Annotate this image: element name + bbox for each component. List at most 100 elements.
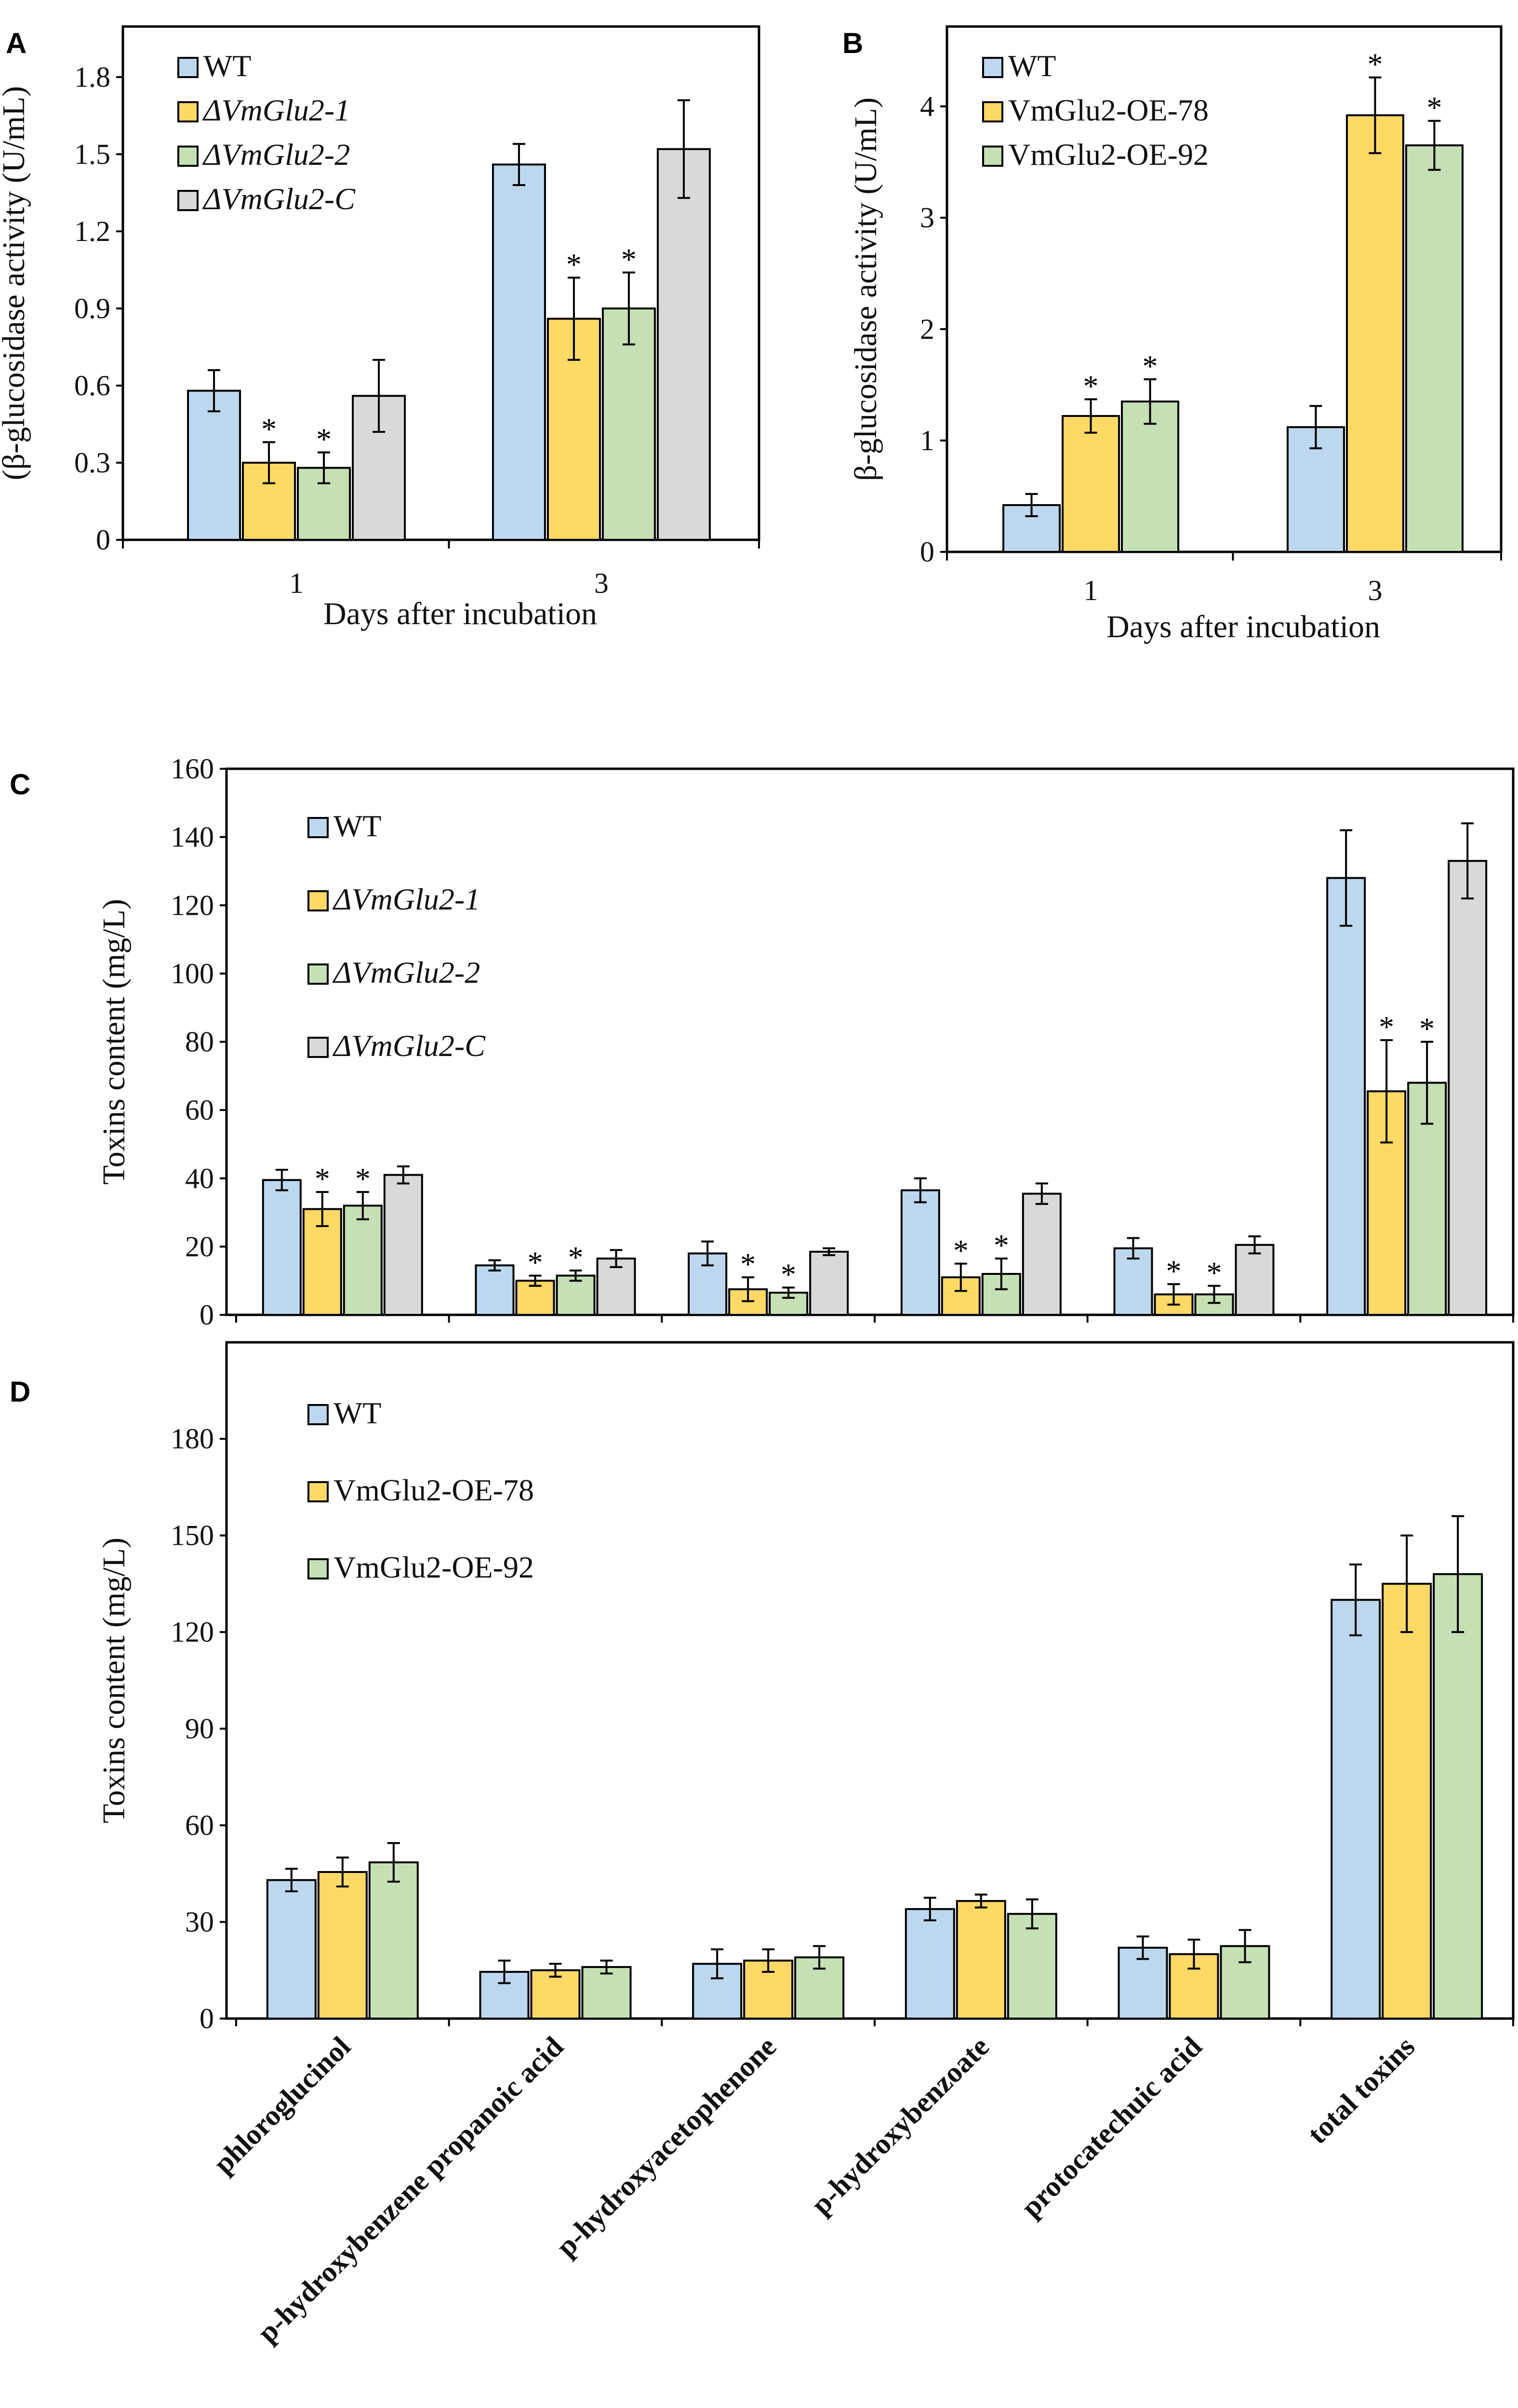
legend-swatch-c [307, 817, 329, 838]
significance-star-c: * [315, 1162, 330, 1196]
y-tick-label-a: 0.6 [74, 370, 110, 401]
legend-label-c-0: WT [333, 809, 382, 843]
legend-swatch-c [307, 1037, 329, 1058]
legend-label-c-2: ΔVmGlu2-2 [332, 955, 480, 990]
legend-swatch-b [982, 57, 1003, 78]
legend-swatch-b [982, 101, 1003, 122]
bar-b-vmglu2-oe-92-1 [1405, 144, 1464, 553]
y-tick-label-a: 0.9 [74, 293, 110, 324]
bar-d-vmglu2-oe-92-5 [1433, 1573, 1483, 2020]
bar-d-vmglu2-oe-92-3 [1007, 1913, 1057, 2020]
significance-star-a: * [621, 242, 637, 276]
significance-star-b: * [1367, 47, 1383, 81]
y-axis-title-a: (β-glucosidase activity (U/mL) [0, 86, 31, 480]
bar-a-wt-1 [492, 163, 546, 541]
legend-label-c-3: ΔVmGlu2-C [332, 1029, 486, 1063]
significance-star-c: * [1379, 1010, 1394, 1044]
significance-star-c: * [781, 1257, 796, 1291]
legend-label-a-0: WT [203, 49, 252, 83]
category-label-p-hydroxybenzoate: p-hydroxybenzoate [805, 2031, 995, 2221]
legend-label-c-1: ΔVmGlu2-1 [332, 882, 480, 916]
y-tick-label-c: 20 [185, 1231, 214, 1262]
bar-b-vmglu2-oe-78-0 [1062, 415, 1120, 553]
category-label-p-hydroxyacetophenone: p-hydroxyacetophenone [550, 2031, 782, 2263]
bar-a-wt-0 [187, 389, 241, 541]
y-tick-label-b: 2 [920, 313, 934, 345]
y-tick-label-a: 0.3 [74, 447, 110, 479]
significance-star-b: * [1083, 369, 1099, 403]
y-tick-label-d: 120 [171, 1616, 214, 1648]
y-tick-label-c: 120 [171, 889, 214, 921]
y-tick-label-a: 1.2 [74, 215, 110, 247]
bar-d-wt-0 [266, 1879, 317, 2020]
y-tick-label-c: 80 [185, 1026, 214, 1058]
panel-letter-a: A [6, 27, 27, 59]
bar-d-vmglu2-oe-92-0 [368, 1861, 419, 2020]
bar-d-vmglu2-oe-78-5 [1382, 1582, 1432, 2020]
legend-swatch-d [307, 1558, 329, 1579]
bar-d-wt-3 [905, 1908, 955, 2020]
significance-star-c: * [953, 1233, 969, 1268]
legend-swatch-c [307, 963, 329, 985]
y-tick-label-d: 150 [171, 1520, 214, 1552]
y-tick-label-c: 0 [200, 1299, 214, 1331]
bar-a-delta-vmglu2-1-0 [242, 462, 296, 541]
y-tick-label-b: 3 [920, 202, 934, 234]
significance-star-c: * [1166, 1254, 1182, 1288]
bar-d-wt-5 [1331, 1599, 1381, 2020]
legend-label-a-1: ΔVmGlu2-1 [202, 93, 350, 127]
legend-label-b-1: VmGlu2-OE-78 [1008, 93, 1209, 127]
y-tick-label-a: 1.5 [74, 138, 110, 170]
plot-frame-a [121, 25, 760, 541]
x-axis-title-a: Days after incubation [323, 596, 597, 631]
bar-c-wt-5 [1326, 877, 1366, 1316]
legend-label-b-0: WT [1008, 49, 1056, 83]
bar-c-delta-vmglu2-c-4 [1235, 1244, 1275, 1316]
y-tick-label-d: 0 [200, 2003, 214, 2034]
bar-d-vmglu2-oe-92-1 [581, 1966, 632, 2020]
y-tick-label-b: 1 [920, 425, 934, 456]
panel-letter-d: D [10, 1376, 30, 1408]
bar-c-delta-vmglu2-2-0 [343, 1204, 383, 1316]
x-tick-label-b: 3 [1368, 575, 1382, 606]
legend-swatch-d [307, 1481, 329, 1502]
bar-d-vmglu2-oe-78-1 [530, 1969, 581, 2020]
legend-swatch-a [177, 190, 199, 211]
legend-swatch-c [307, 890, 329, 911]
bar-c-delta-vmglu2-c-0 [383, 1174, 423, 1316]
significance-star-b: * [1426, 91, 1442, 125]
legend-label-a-2: ΔVmGlu2-2 [202, 137, 350, 172]
legend-label-d-1: VmGlu2-OE-78 [333, 1473, 534, 1507]
bar-c-delta-vmglu2-2-1 [556, 1274, 596, 1316]
significance-star-c: * [355, 1162, 371, 1196]
y-tick-label-b: 4 [920, 91, 934, 122]
legend-label-d-2: VmGlu2-OE-92 [333, 1550, 534, 1584]
y-tick-label-d: 180 [171, 1423, 214, 1455]
y-tick-label-c: 60 [185, 1094, 214, 1126]
x-tick-label-a: 3 [594, 567, 609, 599]
bar-a-delta-vmglu2-2-1 [601, 308, 656, 541]
plot-frame-d [225, 1341, 1515, 2020]
bar-d-vmglu2-oe-78-3 [956, 1900, 1006, 2020]
significance-star-c: * [528, 1245, 543, 1280]
bar-d-vmglu2-oe-78-0 [317, 1871, 368, 2020]
legend-swatch-d [307, 1404, 329, 1425]
x-tick-label-b: 1 [1084, 575, 1098, 606]
bar-c-wt-0 [262, 1179, 302, 1316]
x-axis-title-b: Days after incubation [1106, 609, 1380, 644]
y-tick-label-d: 90 [185, 1713, 214, 1745]
y-tick-label-b: 0 [920, 536, 934, 568]
significance-star-c: * [1207, 1256, 1222, 1290]
bar-c-delta-vmglu2-c-2 [809, 1250, 849, 1316]
bar-c-delta-vmglu2-c-5 [1448, 860, 1488, 1316]
legend-label-d-0: WT [333, 1396, 382, 1430]
y-tick-label-c: 100 [171, 958, 214, 990]
y-axis-title-b: β-glucosidase activity (U/mL) [848, 97, 883, 481]
y-axis-title-d: Toxins content (mg/L) [96, 1538, 132, 1823]
legend-swatch-a [177, 101, 199, 122]
bar-a-delta-vmglu2-1-1 [546, 318, 601, 541]
category-label-phloroglucinol: phloroglucinol [207, 2031, 357, 2180]
y-tick-label-c: 160 [171, 753, 214, 785]
significance-star-a: * [316, 422, 332, 456]
